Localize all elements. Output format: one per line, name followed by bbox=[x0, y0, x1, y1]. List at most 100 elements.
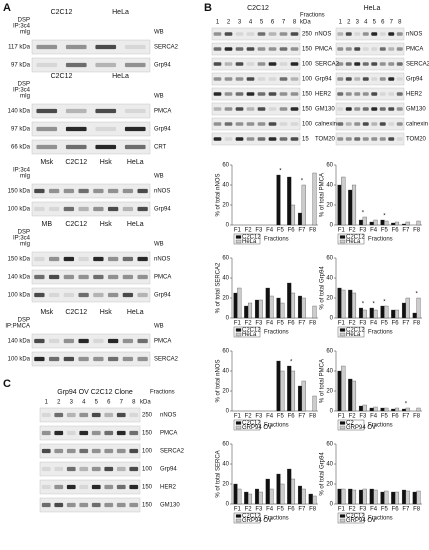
blot-band bbox=[36, 144, 58, 150]
blot-band bbox=[63, 338, 75, 344]
row-label: IP:3c4 bbox=[13, 168, 31, 174]
protein-label: nNOS bbox=[160, 413, 176, 419]
blot-band bbox=[396, 137, 403, 141]
protein-label: Grp94 bbox=[154, 207, 171, 213]
kda-label: 97 kDa bbox=[11, 127, 31, 133]
blot-band bbox=[257, 92, 266, 96]
blot bbox=[211, 42, 301, 56]
blot-band bbox=[257, 77, 266, 81]
blot-band bbox=[379, 32, 386, 36]
protein-label: HER2 bbox=[315, 92, 332, 98]
blot-band bbox=[345, 62, 352, 66]
row-label: DSP bbox=[18, 82, 30, 88]
blot-band bbox=[354, 47, 361, 51]
blot-band bbox=[66, 484, 76, 490]
kda-label: 15 bbox=[302, 137, 309, 143]
blot-band bbox=[93, 292, 104, 298]
legend-swatch bbox=[235, 514, 242, 518]
kda-label: 100 bbox=[302, 122, 313, 128]
blot-band bbox=[246, 122, 255, 126]
blot-band bbox=[224, 92, 233, 96]
blot-band bbox=[290, 47, 299, 51]
blot-band bbox=[224, 32, 233, 36]
bar bbox=[394, 309, 400, 319]
bar bbox=[405, 490, 410, 505]
x-tick-label: F7 bbox=[402, 414, 410, 420]
protein-label: SERCA2 bbox=[154, 357, 179, 363]
blot-band bbox=[107, 188, 119, 194]
column-header: C2C12 bbox=[51, 9, 73, 16]
blot-band bbox=[104, 448, 114, 454]
bar bbox=[348, 289, 353, 319]
protein-label: nNOS bbox=[406, 32, 422, 38]
kda-label: 140 kDa bbox=[8, 109, 31, 115]
bar bbox=[394, 407, 400, 412]
x-tick-label: F1 bbox=[234, 321, 242, 327]
bar bbox=[416, 407, 421, 412]
blot-band bbox=[257, 122, 266, 126]
protein-label: Grp94 bbox=[154, 293, 171, 299]
blot-band bbox=[107, 292, 119, 298]
blot-band bbox=[379, 122, 386, 126]
blot-band bbox=[36, 44, 58, 50]
bar bbox=[265, 478, 270, 505]
blot bbox=[31, 183, 151, 199]
column-header: C2C12 bbox=[65, 221, 87, 228]
lane-label: 2 bbox=[347, 20, 351, 26]
blot-band bbox=[290, 137, 299, 141]
x-tick-label: F6 bbox=[288, 321, 296, 327]
kda-label: 150 bbox=[142, 503, 153, 509]
kda-label: 150 bbox=[302, 47, 313, 53]
x-tick-label: F2 bbox=[245, 321, 253, 327]
blot-band bbox=[362, 62, 369, 66]
kda-label: 100 bbox=[142, 449, 153, 455]
blot-band bbox=[107, 356, 119, 362]
blot-band bbox=[107, 338, 119, 344]
x-tick-label: F3 bbox=[359, 228, 367, 234]
blot-band bbox=[78, 338, 89, 344]
x-tick-label: F4 bbox=[370, 507, 378, 513]
blot-band bbox=[235, 32, 244, 36]
kda-label: 140 kDa bbox=[8, 275, 31, 281]
blot bbox=[335, 27, 405, 41]
blot-band bbox=[235, 137, 244, 141]
blot bbox=[335, 87, 405, 101]
blot-band bbox=[213, 77, 222, 81]
legend-swatch bbox=[235, 421, 242, 425]
y-axis-label: % of total SERCA2 bbox=[216, 262, 222, 313]
x-tick-label: F3 bbox=[359, 414, 367, 420]
blot-band bbox=[388, 77, 395, 81]
column-header: Msk bbox=[40, 159, 53, 166]
blot-band bbox=[93, 256, 104, 262]
blot-band bbox=[235, 107, 244, 111]
row-label: DSP bbox=[18, 18, 30, 24]
blot-band bbox=[257, 32, 266, 36]
row-label: mIg bbox=[20, 30, 30, 36]
bar bbox=[290, 204, 296, 226]
x-tick-label: F6 bbox=[288, 228, 296, 234]
blot-band bbox=[34, 292, 45, 298]
blot-band bbox=[129, 448, 139, 454]
blot-band bbox=[213, 122, 222, 126]
blot-band bbox=[48, 292, 60, 298]
bar bbox=[401, 408, 407, 412]
protein-label: nNOS bbox=[315, 32, 331, 38]
blot-band bbox=[257, 107, 266, 111]
column-header: Hsk bbox=[100, 309, 113, 316]
blot-band bbox=[65, 144, 87, 150]
protein-label: nNOS bbox=[154, 189, 170, 195]
bar bbox=[358, 219, 364, 226]
protein-label: Grp94 bbox=[315, 77, 332, 83]
blot bbox=[39, 497, 141, 513]
bar bbox=[362, 404, 367, 412]
y-tick-label: 20 bbox=[326, 296, 333, 302]
wb-label: WB bbox=[154, 94, 164, 100]
column-header: HeLa bbox=[364, 5, 381, 12]
bar bbox=[358, 405, 364, 412]
blot-band bbox=[396, 92, 403, 96]
blot-band bbox=[78, 274, 89, 280]
bar bbox=[380, 491, 385, 505]
y-tick-label: 20 bbox=[222, 296, 229, 302]
bar bbox=[258, 491, 263, 505]
row-label: mIg bbox=[20, 242, 30, 248]
